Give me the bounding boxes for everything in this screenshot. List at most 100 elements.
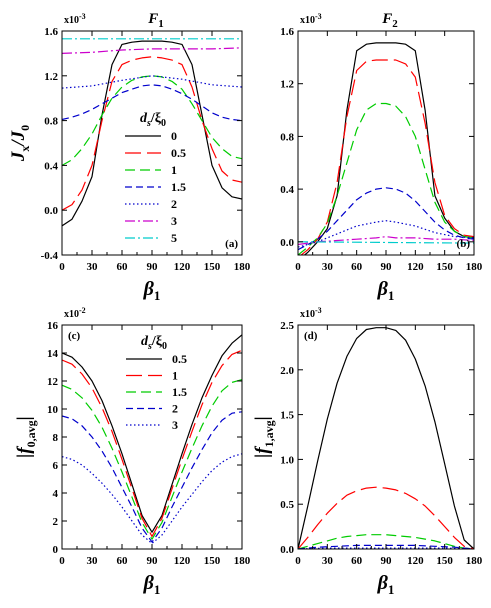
title-text: F [381,11,392,27]
exponent-power: -3 [79,12,86,21]
legend-title-main: d [141,334,149,349]
xlabel-subscript: 1 [388,288,395,303]
x-tick-label: 30 [322,555,334,567]
series-line-0.5 [298,327,474,549]
series-line-1 [62,349,242,538]
series-line-5 [298,241,474,244]
ylabel-subscript: 1,avg [262,420,276,447]
y-tick-label: 0.4 [44,160,58,172]
x-tick-label: 90 [381,261,393,273]
legend-title-sub: s [147,341,152,352]
series-line-1.5 [298,534,474,549]
y-tick-label: 1.2 [44,71,58,83]
y-tick-label: 10 [47,404,59,416]
axis-exponent: x10-2 [64,306,86,320]
legend-label-1.5: 1.5 [171,180,186,194]
legend-title: ds/ξ0 [141,334,167,352]
series-line-1.5 [298,187,474,251]
title-subscript: 1 [158,18,164,30]
x-tick-label: 60 [117,261,129,273]
x-tick-label: 180 [466,555,483,567]
exponent-power: -3 [315,12,322,21]
title-subscript: 2 [392,18,398,30]
exponent-power: -2 [79,306,86,315]
y-tick-label: 0 [53,544,59,556]
x-tick-label: 90 [381,555,393,567]
x-tick-label: 0 [59,261,65,273]
xlabel-subscript: 1 [388,582,395,597]
axis-exponent: x10-3 [300,306,322,320]
legend-label-1: 1 [171,163,177,177]
series-line-2 [62,75,242,89]
legend-label-2: 2 [171,197,177,211]
y-tick-label: 0.8 [280,131,294,143]
y-tick-label: 1.2 [280,79,294,91]
panel-label: (c) [68,330,81,342]
legend-title-sub2: 0 [162,341,167,352]
y-tick-label: 12 [47,376,59,388]
y-axis-label: |f0,avg| [14,416,38,458]
y-tick-label: 0.0 [280,237,294,249]
x-axis-label: β1 [377,572,395,597]
series-line-2 [298,220,474,248]
y-axis-label: Jx/J0 [8,125,32,162]
y-tick-label: 2.5 [280,320,294,332]
ylabel-text: |f [14,446,35,458]
xlabel-subscript: 1 [154,582,161,597]
legend-label-3: 3 [172,418,178,432]
exponent-power: -3 [315,306,322,315]
y-tick-label: 0.0 [280,544,294,556]
ylabel-subscript: 0,avg [24,420,38,447]
series-line-3 [62,453,242,545]
x-tick-label: 120 [407,555,424,567]
legend: ds/ξ0 0.5 1 1.5 2 3 [126,334,187,432]
x-tick-label: 0 [295,555,301,567]
y-tick-label: -0.4 [41,250,59,262]
x-tick-label: 180 [234,261,251,273]
series-line-1.5 [62,379,242,540]
y-tick-label: 6 [53,460,59,472]
series-line-3 [298,236,474,246]
legend-title-main: d [140,111,148,126]
x-tick-label: 150 [204,555,221,567]
panel-c: 0 30 60 90 120 150 1800246810121416x10-2(c)β1|… [14,306,251,597]
panel-title: F1 [147,11,164,30]
x-tick-label: 0 [295,261,301,273]
xlabel-text: β [143,278,155,300]
series-line-0.5 [62,56,242,211]
y-tick-label: 1.0 [280,454,294,466]
panel-label: (b) [457,238,471,250]
plot-frame [297,324,475,550]
x-tick-label: 120 [174,261,191,273]
y-axis-label: |f1,avg| [252,416,276,458]
legend-label-1: 1 [172,369,178,383]
y-tick-label: 0.8 [44,116,58,128]
ylabel-subscript: x [18,146,32,152]
x-tick-label: 90 [147,261,159,273]
panel-label: (a) [225,238,238,250]
x-tick-label: 0 [59,555,65,567]
x-tick-label: 60 [351,555,363,567]
legend-label-3: 3 [171,214,177,228]
series-group [298,42,474,255]
y-tick-label: 0.5 [280,499,294,511]
x-axis-label: β1 [377,278,395,303]
series-line-1 [298,102,474,255]
series-line-3 [62,47,242,54]
x-tick-label: 180 [466,261,483,273]
x-tick-label: 30 [322,261,334,273]
x-axis-label: β1 [143,278,161,303]
y-tick-label: 8 [53,432,59,444]
series-line-0 [62,40,242,227]
x-tick-label: 150 [436,555,453,567]
y-tick-label: 2.0 [280,365,294,377]
y-tick-label: 0.0 [44,205,58,217]
series-line-1 [298,486,474,549]
ylabel-rest: | [14,416,35,420]
xlabel-text: β [377,572,389,594]
series-line-0 [303,42,474,255]
panel-title: F2 [381,11,398,30]
y-tick-label: 2 [53,516,59,528]
